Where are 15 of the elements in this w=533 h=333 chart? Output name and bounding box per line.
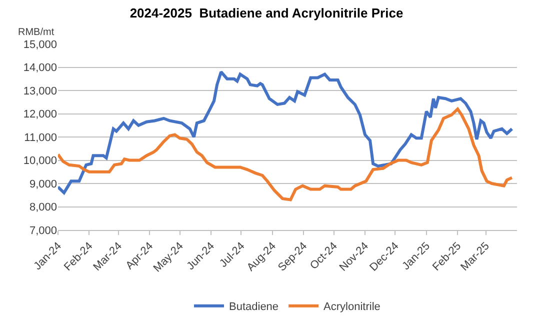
y-tick-label: 9,000 <box>29 178 57 190</box>
y-tick-label: 15,000 <box>23 38 57 51</box>
legend-label: Acrylonitrile <box>324 301 380 314</box>
y-axis-title: RMB/mt <box>18 27 54 38</box>
legend-label: Butadiene <box>229 301 279 314</box>
y-tick-label: 14,000 <box>23 62 57 74</box>
y-tick-label: 7,000 <box>29 224 57 237</box>
y-tick-label: 12,000 <box>23 108 57 121</box>
line-series <box>58 108 514 202</box>
y-tick-label: 11,000 <box>24 132 57 144</box>
y-tick-label: 8,000 <box>29 202 57 214</box>
y-tick-label: 13,000 <box>23 85 57 98</box>
chart-title: 2024-2025 Butadiene and Acrylonitrile Price <box>130 5 404 20</box>
y-tick-label: 10,000 <box>23 155 57 168</box>
line-series <box>58 70 514 194</box>
